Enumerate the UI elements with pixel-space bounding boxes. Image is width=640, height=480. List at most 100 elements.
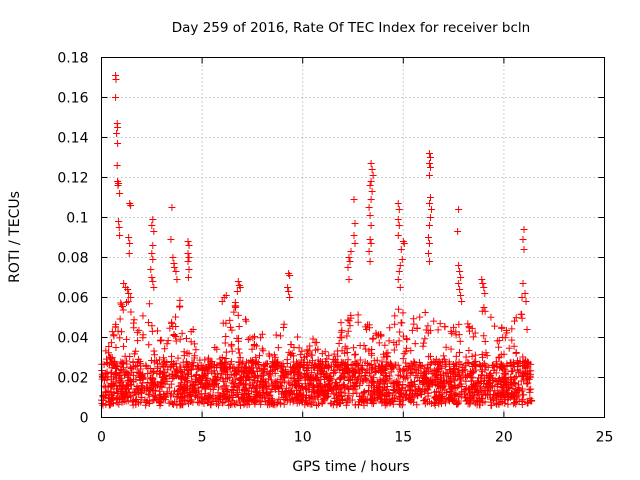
data-point (158, 374, 166, 382)
data-point (512, 385, 520, 393)
data-point (441, 379, 449, 387)
data-point (252, 388, 260, 396)
data-point (102, 347, 110, 355)
data-point (99, 373, 107, 381)
data-point (347, 314, 355, 322)
data-point (184, 250, 192, 257)
data-point (424, 329, 432, 337)
data-point (192, 389, 200, 397)
data-point (333, 396, 341, 404)
data-point (447, 385, 455, 393)
data-point (180, 348, 188, 356)
data-point (144, 319, 152, 327)
data-point (468, 352, 476, 360)
data-point (191, 375, 199, 383)
data-point (279, 363, 287, 371)
data-point (498, 398, 506, 406)
data-point (396, 397, 404, 405)
data-point (128, 398, 136, 406)
data-point (356, 356, 364, 364)
data-point (188, 396, 196, 404)
data-point (469, 333, 477, 341)
data-point (486, 379, 494, 387)
data-point (125, 234, 133, 241)
data-point (107, 383, 115, 391)
data-point (343, 367, 351, 375)
points-layer (98, 72, 536, 409)
data-point (176, 303, 184, 311)
data-point (469, 374, 477, 382)
data-point (222, 368, 230, 376)
data-point (456, 349, 464, 357)
data-point (105, 361, 113, 369)
data-point (424, 361, 432, 369)
data-point (158, 383, 166, 391)
data-point (290, 358, 298, 366)
data-point (369, 335, 377, 343)
data-point (464, 320, 472, 328)
plot-frame (101, 57, 605, 418)
data-point (365, 248, 373, 255)
data-point (186, 388, 194, 396)
data-point (264, 401, 272, 409)
data-point (130, 324, 138, 332)
data-point (257, 377, 265, 385)
data-point (281, 373, 289, 381)
data-point (310, 398, 318, 406)
data-point (340, 381, 348, 389)
data-point (221, 392, 229, 400)
data-point (345, 254, 353, 261)
x-tick-label: 5 (198, 430, 207, 446)
data-point (483, 352, 491, 360)
data-point (131, 388, 139, 396)
x-tick-label: 15 (394, 430, 412, 446)
data-point (400, 240, 408, 247)
data-point (477, 395, 485, 403)
data-point (166, 324, 174, 332)
data-point (161, 368, 169, 376)
data-point (424, 322, 432, 330)
data-point (286, 389, 294, 397)
data-point (510, 342, 518, 350)
data-point (342, 361, 350, 369)
data-point (168, 352, 176, 360)
data-point (220, 294, 228, 301)
data-point (412, 369, 420, 377)
data-point (172, 268, 180, 275)
data-point (161, 345, 169, 353)
data-point (284, 284, 292, 291)
data-point (356, 382, 364, 390)
data-point (519, 236, 527, 243)
data-point (348, 396, 356, 404)
data-point (499, 384, 507, 392)
data-point (401, 394, 409, 402)
data-point (184, 238, 192, 245)
data-point (330, 350, 338, 358)
data-point (149, 242, 157, 249)
data-point (341, 360, 349, 368)
data-point (373, 378, 381, 386)
data-point (116, 315, 124, 323)
data-point (351, 358, 359, 366)
data-point (425, 258, 433, 265)
data-point (369, 334, 377, 342)
data-point (124, 286, 132, 293)
data-point (302, 392, 310, 400)
data-point (285, 288, 293, 295)
data-point (523, 325, 531, 333)
data-point (150, 347, 158, 355)
data-point (389, 364, 397, 372)
data-point (314, 369, 322, 377)
data-point (151, 351, 159, 359)
data-point (200, 393, 208, 401)
data-point (311, 339, 319, 347)
data-point (394, 216, 402, 223)
data-point (127, 377, 135, 385)
data-point (465, 396, 473, 404)
data-point (407, 347, 415, 355)
data-point (508, 391, 516, 399)
data-point (382, 373, 390, 381)
data-point (347, 248, 355, 255)
data-point (405, 362, 413, 370)
data-point (248, 345, 256, 353)
